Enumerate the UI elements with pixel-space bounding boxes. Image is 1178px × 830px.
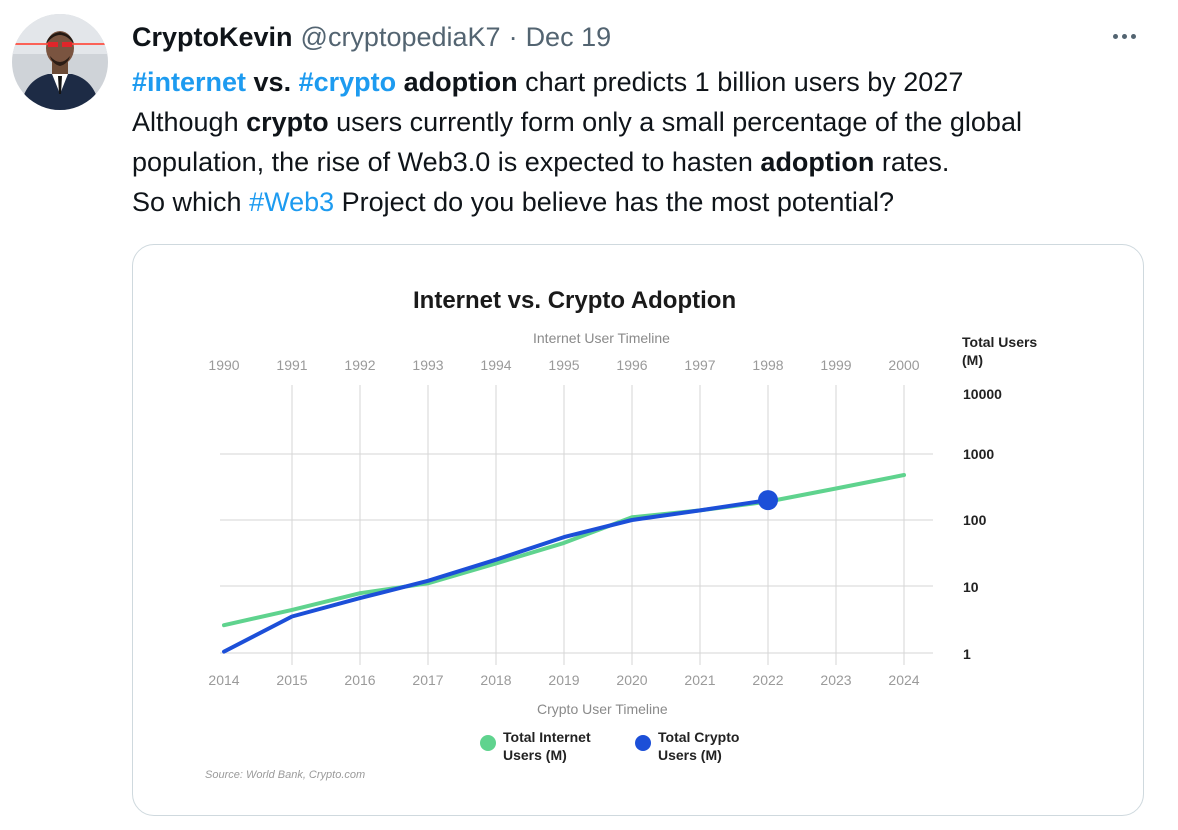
text-segment: rates.: [874, 147, 950, 177]
legend-crypto-label-line2: Users (M): [658, 747, 722, 763]
more-horizontal-icon[interactable]: [1104, 22, 1144, 50]
text-segment: users currently form only a small percen…: [328, 107, 1022, 137]
bottom-tick-label: 2016: [344, 672, 375, 688]
top-tick-label: 1999: [820, 357, 851, 373]
crypto-users-line: [222, 498, 770, 654]
chart-title: Internet vs. Crypto Adoption: [413, 287, 736, 314]
top-tick-label: 1990: [208, 357, 239, 373]
text-segment: Project do you believe has the most pote…: [334, 187, 894, 217]
text-segment: So which: [132, 187, 250, 217]
grid-lines: [220, 385, 933, 665]
text-segment: vs.: [246, 67, 299, 97]
tick-labels: 1990 1991 1992 1993 1994 1995 1996 1997 1998 1999…: [208, 357, 1002, 688]
tweet-text-line: population, the rise of Web3.0 is expect…: [132, 142, 1152, 182]
top-axis-label: Internet User Timeline: [533, 330, 670, 346]
legend-internet-swatch: [480, 735, 496, 751]
avatar-image: [12, 14, 108, 110]
text-segment: adoption: [760, 147, 875, 177]
hashtag-internet[interactable]: #internet: [132, 67, 247, 97]
legend-internet-label-line1: Total Internet: [503, 729, 591, 745]
text-segment: adoption: [396, 67, 518, 97]
bottom-tick-label: 2015: [276, 672, 307, 688]
bottom-axis-label: Crypto User Timeline: [537, 701, 668, 717]
y-tick-label: 1000: [963, 446, 994, 462]
y-axis-label-line2: (M): [962, 352, 983, 368]
bottom-tick-label: 2023: [820, 672, 851, 688]
author-avatar[interactable]: [12, 14, 108, 110]
hashtag-web3[interactable]: #Web3: [249, 187, 335, 217]
crypto-endpoint-marker: [758, 490, 778, 511]
top-tick-label: 1993: [412, 357, 443, 373]
tweet-text-line: Although crypto users currently form onl…: [132, 102, 1152, 142]
separator-dot: ·: [508, 21, 518, 52]
top-tick-label: 1995: [548, 357, 579, 373]
bottom-tick-label: 2022: [752, 672, 783, 688]
y-tick-label: 100: [963, 512, 987, 528]
bottom-tick-label: 2024: [888, 672, 919, 688]
legend-crypto-swatch: [635, 735, 651, 751]
y-tick-label: 10: [963, 579, 979, 595]
tweet-text-line: So which #Web3 Project do you believe ha…: [132, 182, 1152, 222]
text-segment: population, the rise of Web3.0 is expect…: [132, 147, 761, 177]
adoption-chart: Internet vs. Crypto Adoption Internet Us…: [205, 287, 1037, 781]
top-tick-label: 1996: [616, 357, 647, 373]
top-tick-label: 1991: [276, 357, 307, 373]
bottom-tick-label: 2020: [616, 672, 647, 688]
author-handle[interactable]: @cryptopediaK7: [300, 21, 501, 52]
tweet-text: #internet vs. #crypto adoption chart pre…: [132, 62, 1152, 222]
text-segment: Although: [132, 107, 247, 137]
bottom-tick-label: 2021: [684, 672, 715, 688]
bottom-tick-label: 2014: [208, 672, 239, 688]
top-tick-label: 2000: [888, 357, 919, 373]
internet-users-line: [222, 473, 906, 628]
legend-crypto-label-line1: Total Crypto: [658, 729, 739, 745]
top-tick-label: 1992: [344, 357, 375, 373]
series-lines: [222, 473, 906, 654]
bottom-tick-label: 2017: [412, 672, 443, 688]
tweet-media-card[interactable]: Internet vs. Crypto Adoption Internet Us…: [132, 244, 1144, 816]
top-tick-label: 1998: [752, 357, 783, 373]
tweet-header: CryptoKevin @cryptopediaK7 · Dec 19: [132, 20, 611, 54]
y-tick-label: 1: [963, 646, 971, 662]
text-segment: chart predicts 1 billion users by 2027: [517, 67, 964, 97]
bottom-tick-label: 2018: [480, 672, 511, 688]
chart-source: Source: World Bank, Crypto.com: [205, 769, 365, 781]
author-name[interactable]: CryptoKevin: [132, 21, 293, 52]
top-tick-label: 1997: [684, 357, 715, 373]
bottom-tick-label: 2019: [548, 672, 579, 688]
legend-internet-label-line2: Users (M): [503, 747, 567, 763]
tweet-text-line: #internet vs. #crypto adoption chart pre…: [132, 62, 1152, 102]
top-tick-label: 1994: [480, 357, 511, 373]
y-axis-label-line1: Total Users: [962, 334, 1037, 350]
tweet-date[interactable]: Dec 19: [525, 21, 612, 52]
hashtag-crypto[interactable]: #crypto: [298, 67, 397, 97]
text-segment: crypto: [246, 107, 329, 137]
y-tick-label: 10000: [963, 386, 1002, 402]
